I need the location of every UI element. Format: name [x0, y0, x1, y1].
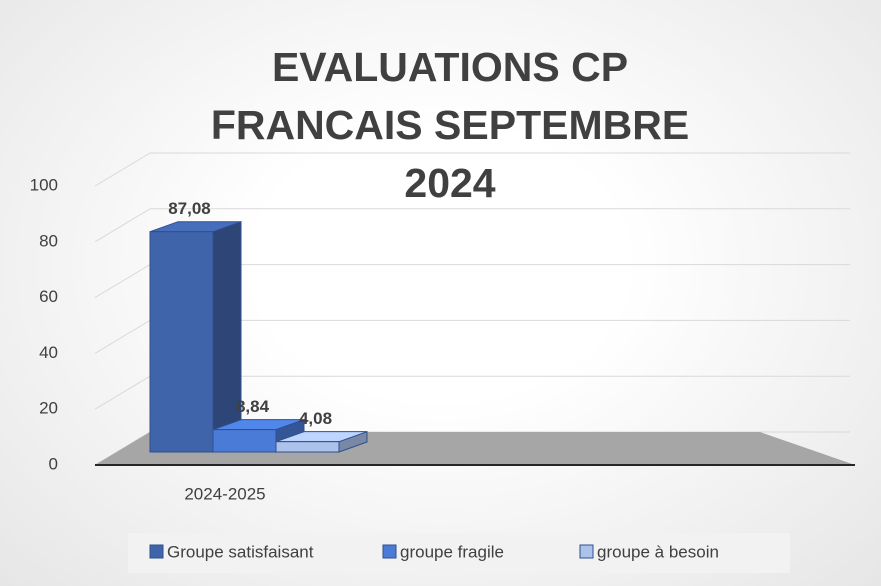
grid-line [94, 264, 151, 299]
bar [149, 231, 214, 453]
y-tick-label: 60 [39, 287, 58, 306]
grid-line [94, 375, 151, 410]
bar-side [212, 220, 242, 453]
legend-swatch [382, 544, 397, 559]
y-tick-label: 80 [39, 231, 58, 250]
y-tick-label: 100 [30, 175, 58, 194]
value-label: 87,08 [168, 199, 211, 218]
legend-swatch [579, 544, 594, 559]
chart-title: EVALUATIONS CP FRANCAIS SEPTEMBRE 2024 [210, 44, 690, 206]
x-tick-label: 2024-2025 [184, 484, 265, 503]
legend-swatch [149, 544, 164, 559]
value-label: 4,08 [299, 409, 332, 428]
value-label: 8,84 [236, 397, 270, 416]
y-tick-label: 20 [39, 399, 58, 418]
grid-line [94, 208, 151, 243]
y-tick-label: 40 [39, 343, 58, 362]
y-tick-label: 0 [49, 454, 58, 473]
bar [212, 429, 277, 453]
legend-label: groupe fragile [400, 542, 504, 561]
legend-label: groupe à besoin [597, 542, 719, 561]
grid-line [94, 319, 151, 354]
legend-box [128, 533, 790, 573]
grid-line [94, 152, 151, 187]
legend-label: Groupe satisfaisant [167, 542, 314, 561]
bar [275, 441, 340, 453]
